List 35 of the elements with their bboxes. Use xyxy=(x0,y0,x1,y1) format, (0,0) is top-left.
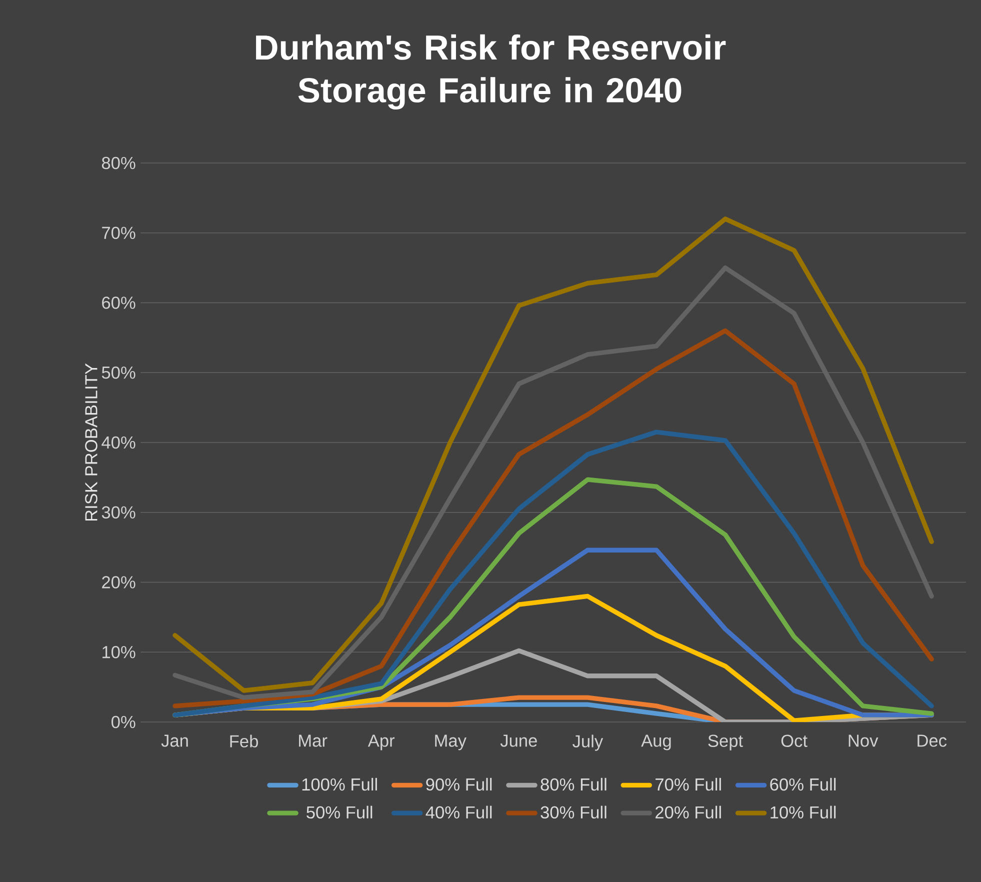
y-tick-label: 70% xyxy=(102,226,136,240)
legend-label: 60% Full xyxy=(770,778,836,791)
legend-label: 80% Full xyxy=(540,778,606,791)
x-tick-label: Mar xyxy=(299,734,328,747)
y-tick-label: 50% xyxy=(102,366,136,379)
x-tick-label: May xyxy=(435,734,466,750)
line-series xyxy=(172,430,934,718)
x-tick-label: Apr xyxy=(368,734,395,750)
legend-label: 70% Full xyxy=(656,778,721,791)
y-tick-label: 60% xyxy=(102,296,136,309)
x-tick-label: Aug xyxy=(641,734,671,750)
y-tick-label: 20% xyxy=(102,576,136,588)
line-series xyxy=(172,328,934,708)
y-tick-label: 0% xyxy=(112,716,136,728)
x-tick-label: Oct xyxy=(781,734,808,747)
x-tick-label: Feb xyxy=(230,734,258,748)
legend-label: 20% Full xyxy=(656,806,721,819)
x-tick-label: Nov xyxy=(848,734,878,747)
y-tick-label: 80% xyxy=(102,156,136,170)
y-tick-label: 40% xyxy=(102,436,136,449)
legend-label: 50% Full xyxy=(306,806,372,819)
legend-label: 10% Full xyxy=(770,806,836,819)
legend-label: 90% Full xyxy=(426,778,492,791)
x-tick-label: June xyxy=(500,734,537,747)
y-tick-label: 30% xyxy=(102,506,136,519)
x-tick-label: Sept xyxy=(708,734,743,750)
legend-label: 30% Full xyxy=(540,806,606,819)
legend-label: 40% Full xyxy=(426,806,492,819)
x-tick-label: Jan xyxy=(161,734,188,747)
y-axis-title: RISK PROBABILITY xyxy=(85,363,98,521)
chart-title: Durham's Risk for Reservoir Storage Failure in 2040 xyxy=(256,34,726,110)
x-tick-label: Dec xyxy=(918,734,947,747)
x-tick-label: July xyxy=(572,734,604,751)
legend-label: 100% Full xyxy=(302,778,377,791)
y-tick-label: 10% xyxy=(102,646,136,658)
